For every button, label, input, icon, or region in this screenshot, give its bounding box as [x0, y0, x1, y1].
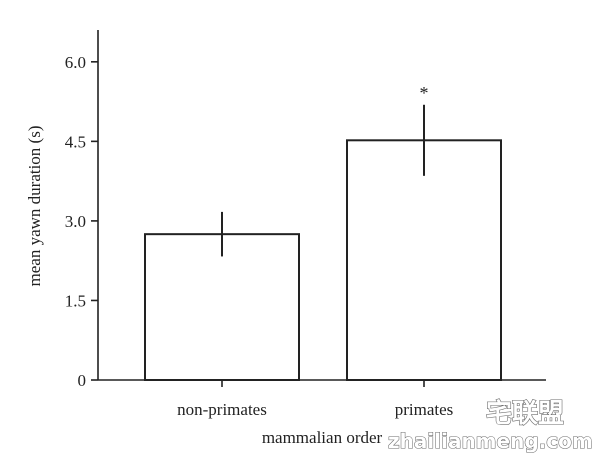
watermark-url: zhailianmeng.com [388, 429, 593, 453]
x-tick-labels: non-primates primates [177, 400, 453, 419]
y-tick-labels: 0 1.5 3.0 4.5 6.0 [65, 53, 86, 390]
bar-annotations: * [420, 83, 429, 103]
y-tick-label: 4.5 [65, 132, 86, 151]
bar [346, 139, 502, 381]
watermark: 宅联盟 zhailianmeng.com [387, 397, 593, 453]
watermark-chinese: 宅联盟 [486, 398, 564, 429]
y-tick-label: 0 [78, 371, 87, 390]
y-tick-label: 1.5 [65, 291, 86, 310]
x-axis-title: mammalian order [262, 428, 383, 447]
y-tick-label: 6.0 [65, 53, 86, 72]
chart-marks [91, 30, 546, 387]
y-tick-label: 3.0 [65, 212, 86, 231]
bar [144, 233, 300, 381]
significance-marker: * [420, 83, 429, 103]
y-axis-title: mean yawn duration (s) [25, 126, 44, 287]
x-tick-label: primates [395, 400, 454, 419]
x-tick-label: non-primates [177, 400, 267, 419]
